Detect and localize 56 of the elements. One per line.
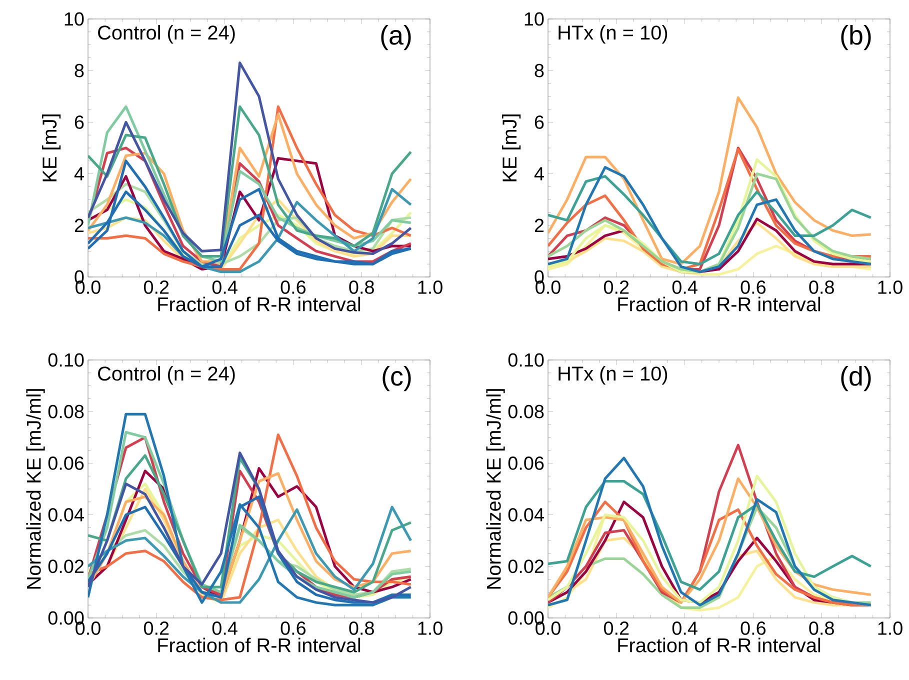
x-tick-label: 0.4 bbox=[672, 622, 698, 635]
y-axis-title: Normalized KE [mJ/ml] bbox=[486, 389, 505, 589]
y-tick-label: 0.06 bbox=[48, 456, 84, 470]
annotation: Control (n = 24) bbox=[98, 366, 235, 385]
annotation: HTx (n = 10) bbox=[558, 366, 668, 385]
annotation: (d) bbox=[841, 366, 871, 392]
x-tick-label: 0.6 bbox=[280, 622, 306, 635]
x-tick-label: 0.2 bbox=[144, 622, 169, 635]
x-tick-label: 0.6 bbox=[280, 280, 306, 294]
x-tick-label: 0.8 bbox=[349, 280, 374, 294]
x-tick-label: 0.6 bbox=[740, 280, 766, 294]
x-tick-label: 0.8 bbox=[349, 622, 374, 635]
y-tick-label: 0.08 bbox=[48, 404, 84, 418]
x-tick-label: 1.0 bbox=[878, 622, 902, 635]
x-axis-title: Fraction of R-R interval bbox=[618, 638, 820, 652]
y-tick-label: 8 bbox=[74, 64, 84, 78]
y-tick-label: 0.10 bbox=[508, 353, 544, 367]
y-tick-label: 4 bbox=[74, 167, 84, 180]
x-tick-label: 0.2 bbox=[144, 280, 169, 294]
y-tick-label: 0.02 bbox=[508, 560, 544, 574]
x-tick-label: 1.0 bbox=[878, 280, 902, 294]
y-axis-title: Normalized KE [mJ/ml] bbox=[26, 389, 45, 589]
annotation: Control (n = 24) bbox=[98, 25, 235, 44]
x-tick-label: 0.2 bbox=[604, 280, 629, 294]
x-axis-title: Fraction of R-R interval bbox=[618, 296, 820, 312]
y-axis-title: KE [mJ] bbox=[502, 114, 521, 182]
y-tick-label: 0.02 bbox=[48, 560, 84, 574]
y-tick-label: 0.06 bbox=[508, 456, 544, 470]
y-tick-label: 0.10 bbox=[48, 353, 84, 367]
y-tick-label: 0.04 bbox=[508, 508, 544, 522]
x-tick-label: 1.0 bbox=[418, 622, 442, 635]
x-tick-label: 0.8 bbox=[809, 622, 834, 635]
y-tick-label: 2 bbox=[74, 218, 84, 232]
annotation: (a) bbox=[381, 25, 411, 50]
y-tick-label: 8 bbox=[534, 64, 544, 78]
x-tick-label: 0.2 bbox=[604, 622, 629, 635]
x-tick-label: 0.4 bbox=[672, 280, 698, 294]
annotation: HTx (n = 10) bbox=[558, 25, 668, 44]
x-axis-title: Fraction of R-R interval bbox=[158, 638, 360, 652]
y-tick-label: 4 bbox=[534, 167, 544, 180]
y-axis-title: KE [mJ] bbox=[42, 114, 61, 182]
y-tick-label: 2 bbox=[534, 218, 544, 232]
x-tick-label: 0.6 bbox=[740, 622, 766, 635]
y-tick-label: 0.04 bbox=[48, 508, 84, 522]
annotation: (b) bbox=[841, 25, 871, 50]
y-tick-label: 6 bbox=[74, 115, 84, 129]
annotation: (c) bbox=[382, 366, 411, 392]
x-tick-label: 1.0 bbox=[418, 280, 442, 294]
y-tick-label: 10 bbox=[524, 12, 544, 26]
x-tick-label: 0.4 bbox=[212, 280, 238, 294]
y-tick-label: 10 bbox=[64, 12, 84, 26]
x-tick-label: 0.8 bbox=[809, 280, 834, 294]
x-axis-title: Fraction of R-R interval bbox=[158, 296, 360, 312]
y-tick-label: 6 bbox=[534, 115, 544, 129]
y-tick-label: 0.08 bbox=[508, 404, 544, 418]
x-tick-label: 0.4 bbox=[212, 622, 238, 635]
